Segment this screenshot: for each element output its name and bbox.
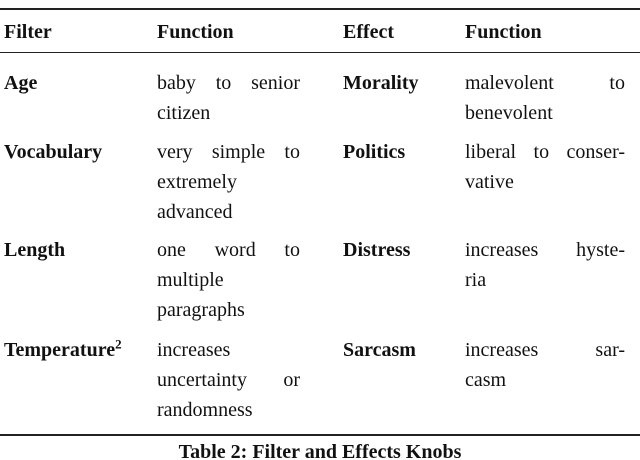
filter-function: baby to senior citizen [157,68,300,128]
cell-line: randomness [157,399,253,421]
cell-line: paragraphs [157,299,245,321]
filter-name: Length [4,235,65,265]
cell-line: increases [157,339,231,361]
cell-line: vative [465,171,514,193]
header-effect: Effect [343,21,395,43]
cell-line: benevolent [465,102,553,124]
effect-name: Morality [343,72,419,94]
filter-label: Length [4,239,66,261]
cell-line: multiple [157,269,224,291]
cell-line: advanced [157,201,233,223]
header-function-2: Function [465,21,542,43]
filter-name: Temperature2 [4,335,122,365]
cell-line: baby to senior [157,72,300,94]
filter-label: Temperature [4,339,116,361]
header-filter: Filter [4,21,52,43]
cell-line: increases sar- [465,339,625,361]
effect-function: increases sar-casm [465,335,625,395]
filter-function: one word to multiple paragraphs [157,235,300,325]
effect-function: malevolent to benevolent [465,68,625,128]
filter-label: Vocabulary [4,141,103,163]
cell-line: one word to [157,239,300,261]
cell-line: increases hyste- [465,239,625,261]
bottom-rule [0,434,640,436]
effect-name: Distress [343,239,411,261]
cell-line: extremely [157,171,237,193]
cell-line: malevolent to [465,72,625,94]
top-rule [0,8,640,10]
cell-line: very simple to [157,141,300,163]
cell-line: casm [465,369,507,391]
filter-label: Age [4,72,38,94]
cell-line: ria [465,269,487,291]
header-function: Function [157,21,234,43]
effect-name: Sarcasm [343,339,416,361]
cell-line: uncertainty or [157,369,300,391]
footnote-marker: 2 [115,336,122,352]
table-caption: Table 2: Filter and Effects Knobs [178,441,462,460]
effect-name: Politics [343,141,406,163]
cell-line: liberal to conser- [465,141,625,163]
effect-function: increases hyste-ria [465,235,625,295]
filter-function: very simple to extremely advanced [157,137,300,227]
filter-name: Age [4,68,37,98]
filter-name: Vocabulary [4,137,102,167]
cell-line: citizen [157,102,211,124]
filter-function: increases uncertainty or randomness [157,335,300,425]
header-rule [0,52,640,53]
effect-function: liberal to conser-vative [465,137,625,197]
